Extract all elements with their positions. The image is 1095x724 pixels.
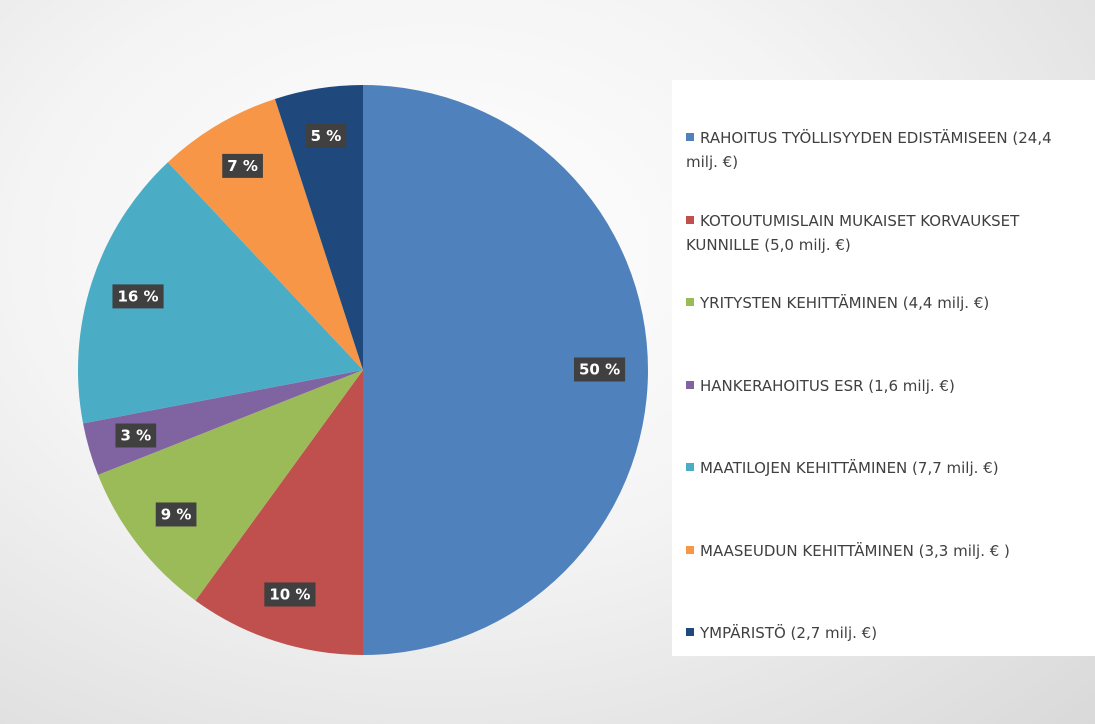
data-label-box bbox=[305, 123, 347, 148]
legend-label: RAHOITUS TYÖLLISYYDEN EDISTÄMISEEN (24,4… bbox=[686, 129, 1052, 171]
pie-slice bbox=[98, 370, 363, 601]
legend-item: MAASEUDUN KEHITTÄMINEN (3,3 milj. € ) bbox=[686, 539, 1086, 563]
legend-swatch bbox=[686, 545, 694, 554]
data-label: 9 % bbox=[161, 505, 192, 523]
data-label-box bbox=[222, 153, 263, 178]
data-label-box bbox=[115, 423, 157, 448]
data-label-group: 50 % bbox=[573, 357, 626, 382]
legend-item: HANKERAHOITUS ESR (1,6 milj. €) bbox=[686, 374, 1086, 398]
legend-item: RAHOITUS TYÖLLISYYDEN EDISTÄMISEEN (24,4… bbox=[686, 126, 1086, 174]
data-label: 16 % bbox=[117, 287, 158, 305]
data-label-group: 9 % bbox=[155, 502, 197, 527]
legend-label: HANKERAHOITUS ESR (1,6 milj. €) bbox=[700, 376, 955, 395]
data-label: 10 % bbox=[269, 585, 310, 603]
pie-slice bbox=[363, 85, 648, 655]
legend-label: MAATILOJEN KEHITTÄMINEN (7,7 milj. €) bbox=[700, 459, 999, 477]
data-label: 50 % bbox=[579, 361, 620, 379]
pie-slice bbox=[195, 370, 363, 655]
data-label-box bbox=[155, 502, 197, 527]
legend-swatch bbox=[686, 133, 694, 141]
data-label: 5 % bbox=[311, 127, 342, 145]
data-label-box bbox=[573, 357, 626, 382]
legend-item: MAATILOJEN KEHITTÄMINEN (7,7 milj. €) bbox=[686, 456, 1086, 480]
data-label: 3 % bbox=[120, 426, 151, 444]
legend-swatch bbox=[686, 628, 694, 636]
data-label-group: 7 % bbox=[222, 153, 263, 178]
pie-slice bbox=[83, 370, 364, 475]
pie-slice bbox=[78, 162, 363, 424]
data-label-group: 10 % bbox=[264, 582, 316, 607]
data-label-group: 3 % bbox=[115, 423, 157, 448]
legend-label: KOTOUTUMISLAIN MUKAISET KORVAUKSET KUNNI… bbox=[686, 211, 1020, 254]
data-label: 7 % bbox=[227, 157, 258, 175]
legend-swatch bbox=[686, 215, 694, 224]
legend-label: YMPÄRISTÖ (2,7 milj. €) bbox=[700, 624, 878, 642]
data-label-box bbox=[264, 582, 316, 607]
data-label-group: 16 % bbox=[112, 284, 164, 309]
legend-label: YRITYSTEN KEHITTÄMINEN (4,4 milj. €) bbox=[700, 294, 990, 312]
pie-slice bbox=[274, 85, 363, 370]
legend-swatch bbox=[686, 463, 694, 471]
data-label-group: 5 % bbox=[305, 123, 347, 148]
data-label-box bbox=[112, 284, 164, 309]
legend-label: MAASEUDUN KEHITTÄMINEN (3,3 milj. € ) bbox=[700, 541, 1010, 560]
legend-swatch bbox=[686, 298, 694, 306]
pie-slice bbox=[167, 98, 363, 371]
legend-item: KOTOUTUMISLAIN MUKAISET KORVAUKSET KUNNI… bbox=[686, 209, 1086, 257]
legend-item: YRITYSTEN KEHITTÄMINEN (4,4 milj. €) bbox=[686, 291, 1086, 315]
legend-swatch bbox=[686, 380, 694, 389]
legend-item: YMPÄRISTÖ (2,7 milj. €) bbox=[686, 621, 1086, 645]
legend: RAHOITUS TYÖLLISYYDEN EDISTÄMISEEN (24,4… bbox=[672, 80, 1095, 656]
